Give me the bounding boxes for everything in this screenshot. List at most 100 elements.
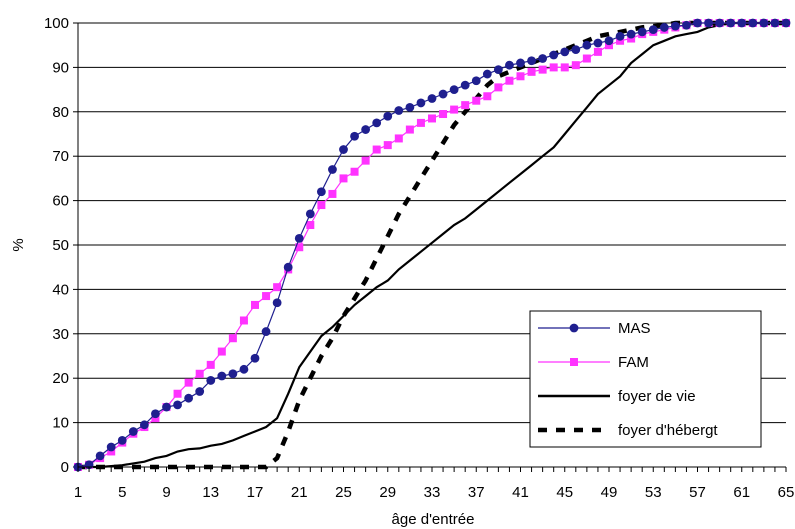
x-tick-label: 65 [778,484,795,501]
data-point [139,420,149,430]
data-point [151,409,160,419]
legend-item: foyer d'hébergt [538,422,718,439]
data-point [228,334,237,343]
data-point [372,118,382,128]
data-point [305,209,315,219]
x-tick-label: 29 [379,484,396,501]
data-point [704,18,713,28]
data-point [316,187,326,197]
data-point [505,60,514,70]
legend-label: MAS [618,320,651,337]
legend-item: FAM [538,354,649,371]
legend-item: MAS [538,320,651,337]
data-point [527,56,536,66]
data-point [195,387,205,396]
x-axis-title: âge d'entrée [392,511,475,528]
data-point [416,98,426,108]
data-point [295,243,304,252]
data-point [272,298,282,308]
data-point [593,38,603,48]
data-point [472,96,481,105]
data-point [173,400,182,410]
data-point [637,27,647,37]
x-tick-label: 37 [468,484,485,501]
x-tick-label: 57 [689,484,706,501]
data-point [106,442,116,452]
data-point [571,61,580,70]
data-point [505,76,514,85]
data-point [350,131,359,141]
data-point [206,376,216,385]
data-point [394,106,404,115]
data-point [527,67,536,76]
data-point [770,18,780,28]
data-point [461,101,470,110]
series-foyer-de-vie [78,21,786,469]
data-point [283,262,293,272]
data-point [394,134,403,143]
x-tick-label: 61 [733,484,750,501]
data-point [339,145,348,154]
data-point [582,54,591,63]
data-point [383,111,393,121]
data-point [416,118,425,127]
y-tick-label: 70 [52,148,69,165]
data-point [328,189,337,198]
data-point [372,145,381,154]
x-tick-label: 45 [556,484,573,501]
y-tick-label: 20 [52,370,69,387]
series-layer [73,18,791,472]
data-point [748,18,758,28]
data-point [95,451,105,461]
data-point [582,40,592,50]
x-tick-label: 41 [512,484,529,501]
y-tick-label: 0 [61,459,69,476]
series-line [78,20,786,470]
x-tick-label: 21 [291,484,308,501]
y-tick-label: 40 [52,281,69,298]
data-point [781,18,791,28]
data-point [560,63,569,72]
data-point [361,125,371,134]
x-tick-label: 9 [162,484,170,501]
data-point [107,447,116,456]
legend-item: foyer de vie [538,388,696,405]
legend-label: FAM [618,354,649,371]
data-point [759,18,769,28]
data-point [405,125,414,134]
y-tick-labels: 0 10 20 30 40 50 60 70 80 90 100 [44,15,69,476]
data-point [616,36,625,45]
data-point [593,47,602,56]
data-point [361,156,370,165]
data-point [604,36,614,46]
y-tick-label: 50 [52,237,69,254]
data-point [250,353,260,363]
data-point [128,427,138,436]
data-point [670,21,680,31]
data-point [439,110,448,119]
data-point [328,165,337,174]
data-point [317,201,326,210]
x-tick-label: 25 [335,484,352,501]
y-tick-label: 100 [44,15,69,32]
data-point [460,80,470,90]
y-tick-label: 60 [52,193,69,210]
x-tick-label: 13 [202,484,219,501]
data-point [427,94,437,103]
legend-marker [569,323,579,333]
data-point [239,364,249,374]
x-tick-label: 5 [118,484,126,501]
data-point [737,18,747,28]
data-point [693,18,702,28]
data-point [184,378,193,387]
data-point [571,45,581,55]
data-point [383,141,392,150]
data-point [151,414,160,423]
axes [77,23,787,472]
legend: MAS FAM foyer de vie foyer d'hébergt [529,310,762,448]
data-point [516,58,525,68]
x-tick-label: 1 [74,484,82,501]
y-tick-label: 30 [52,326,69,343]
data-point [428,114,436,123]
data-point [273,283,282,292]
